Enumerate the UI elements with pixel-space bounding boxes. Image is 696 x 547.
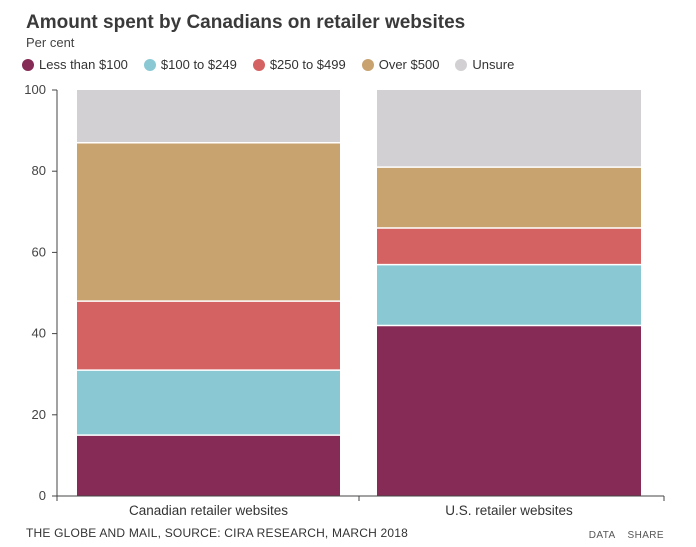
legend-swatch — [455, 58, 468, 71]
legend-item: Over $500 — [361, 57, 440, 72]
y-tick-label: 80 — [32, 163, 46, 178]
y-tick-label: 60 — [32, 244, 46, 259]
chart-title: Amount spent by Canadians on retailer we… — [26, 12, 466, 33]
bar-segment — [77, 370, 340, 436]
legend-label: $250 to $499 — [269, 57, 346, 72]
legend-label: Over $500 — [378, 57, 440, 72]
legend-item: $100 to $249 — [143, 57, 237, 72]
x-category-label: Canadian retailer websites — [129, 503, 288, 518]
bar-segment — [377, 167, 641, 229]
bar-segment — [77, 142, 340, 302]
bar-segment — [377, 228, 641, 265]
x-category-label: U.S. retailer websites — [445, 503, 573, 518]
source-credit: THE GLOBE AND MAIL, SOURCE: CIRA RESEARC… — [26, 526, 409, 540]
share-link[interactable]: SHARE — [627, 530, 664, 541]
y-tick-label: 40 — [32, 326, 46, 341]
legend-label: Less than $100 — [39, 57, 128, 72]
bar-segment — [377, 90, 641, 168]
legend-swatch — [22, 58, 34, 71]
bar-segment — [77, 90, 340, 143]
legend-label: $100 to $249 — [160, 57, 237, 72]
legend-swatch — [252, 58, 265, 71]
legend-item: Unsure — [455, 57, 514, 72]
y-tick-label: 20 — [32, 407, 46, 422]
y-tick-label: 100 — [24, 82, 46, 97]
bar-segment — [77, 301, 340, 371]
data-link[interactable]: DATA — [588, 530, 616, 541]
legend-item: Less than $100 — [22, 57, 128, 72]
chart-subtitle: Per cent — [26, 35, 75, 50]
legend-label: Unsure — [472, 57, 515, 72]
bar-segment — [377, 264, 641, 326]
legend-swatch — [143, 58, 156, 71]
legend-item: $250 to $499 — [252, 57, 346, 72]
footer-links: DATA SHARE — [577, 530, 664, 541]
legend-swatch — [361, 58, 374, 71]
bar-segment — [377, 325, 641, 496]
y-tick-label: 0 — [39, 488, 46, 503]
bar-segment — [77, 435, 340, 496]
legend: Less than $100 $100 to $249 $250 to $499 Ov… — [22, 57, 530, 72]
